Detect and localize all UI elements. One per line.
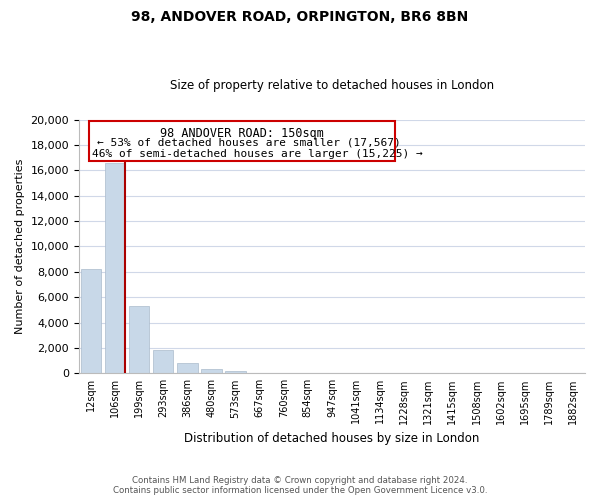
X-axis label: Distribution of detached houses by size in London: Distribution of detached houses by size … bbox=[184, 432, 479, 445]
Bar bbox=[105, 162, 125, 374]
Bar bbox=[177, 363, 197, 374]
Text: 46% of semi-detached houses are larger (15,225) →: 46% of semi-detached houses are larger (… bbox=[92, 148, 422, 158]
Bar bbox=[226, 371, 246, 374]
Bar bbox=[81, 270, 101, 374]
Title: Size of property relative to detached houses in London: Size of property relative to detached ho… bbox=[170, 79, 494, 92]
Text: 98 ANDOVER ROAD: 150sqm: 98 ANDOVER ROAD: 150sqm bbox=[160, 127, 324, 140]
FancyBboxPatch shape bbox=[89, 121, 395, 162]
Y-axis label: Number of detached properties: Number of detached properties bbox=[15, 158, 25, 334]
Bar bbox=[129, 306, 149, 374]
Bar bbox=[201, 370, 221, 374]
Bar bbox=[153, 350, 173, 374]
Text: 98, ANDOVER ROAD, ORPINGTON, BR6 8BN: 98, ANDOVER ROAD, ORPINGTON, BR6 8BN bbox=[131, 10, 469, 24]
Text: ← 53% of detached houses are smaller (17,567): ← 53% of detached houses are smaller (17… bbox=[97, 138, 400, 148]
Text: Contains HM Land Registry data © Crown copyright and database right 2024.
Contai: Contains HM Land Registry data © Crown c… bbox=[113, 476, 487, 495]
